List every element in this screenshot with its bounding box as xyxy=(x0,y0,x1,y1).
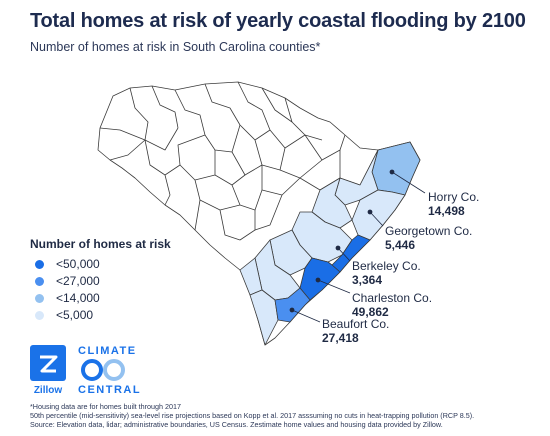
legend-item-27000: <27,000 xyxy=(35,274,100,288)
berkeley-value: 3,364 xyxy=(352,273,383,287)
berkeley-label: Berkeley Co. 3,364 xyxy=(352,259,421,287)
chart-subtitle: Number of homes at risk in South Carolin… xyxy=(30,40,321,54)
georgetown-value: 5,446 xyxy=(385,238,416,252)
footnote-source: Source: Elevation data, lidar; administr… xyxy=(30,420,443,429)
legend-dot xyxy=(35,259,44,269)
climate-wordmark: CLIMATE xyxy=(78,345,137,357)
georgetown-label: Georgetown Co. 5,446 xyxy=(385,224,472,252)
legend-dot xyxy=(35,276,44,286)
legend-dot xyxy=(35,310,44,320)
charleston-label: Charleston Co. 49,862 xyxy=(352,291,432,319)
legend-dot xyxy=(35,293,44,303)
georgetown-name: Georgetown Co. xyxy=(385,224,473,238)
charleston-value: 49,862 xyxy=(352,305,389,319)
beaufort-name: Beaufort Co. xyxy=(322,317,390,331)
beaufort-label: Beaufort Co. 27,418 xyxy=(322,317,389,345)
beaufort-value: 27,418 xyxy=(322,331,359,345)
beaufort-county xyxy=(274,287,311,323)
horry-name: Horry Co. xyxy=(428,190,480,204)
climate-central-icon xyxy=(81,359,125,381)
footnote-housing: *Housing data are for homes built throug… xyxy=(30,402,182,411)
legend-label: <14,000 xyxy=(56,291,100,305)
berkeley-coast-county xyxy=(331,234,371,273)
legend-label: <50,000 xyxy=(56,257,100,271)
legend-item-14000: <14,000 xyxy=(35,291,100,305)
legend-label: <27,000 xyxy=(56,274,100,288)
charleston-name: Charleston Co. xyxy=(352,291,433,305)
legend-item-5000: <5,000 xyxy=(35,308,93,322)
berkeley-name: Berkeley Co. xyxy=(352,259,421,273)
legend-title: Number of homes at risk xyxy=(30,237,171,251)
zillow-wordmark: Zillow xyxy=(33,385,63,396)
horry-county xyxy=(371,141,421,196)
legend-label: <5,000 xyxy=(56,308,94,322)
footnote-projection: 50th percentile (mid-sensitivity) sea-le… xyxy=(30,411,475,420)
zillow-z-icon xyxy=(40,355,58,373)
georgetown-county xyxy=(351,189,406,241)
horry-value: 14,498 xyxy=(428,204,465,218)
legend-item-50000: <50,000 xyxy=(35,257,100,271)
central-wordmark: CENTRAL xyxy=(78,384,142,396)
horry-label: Horry Co. 14,498 xyxy=(428,190,479,218)
chart-title: Total homes at risk of yearly coastal fl… xyxy=(30,10,526,32)
zillow-logo xyxy=(30,345,66,381)
